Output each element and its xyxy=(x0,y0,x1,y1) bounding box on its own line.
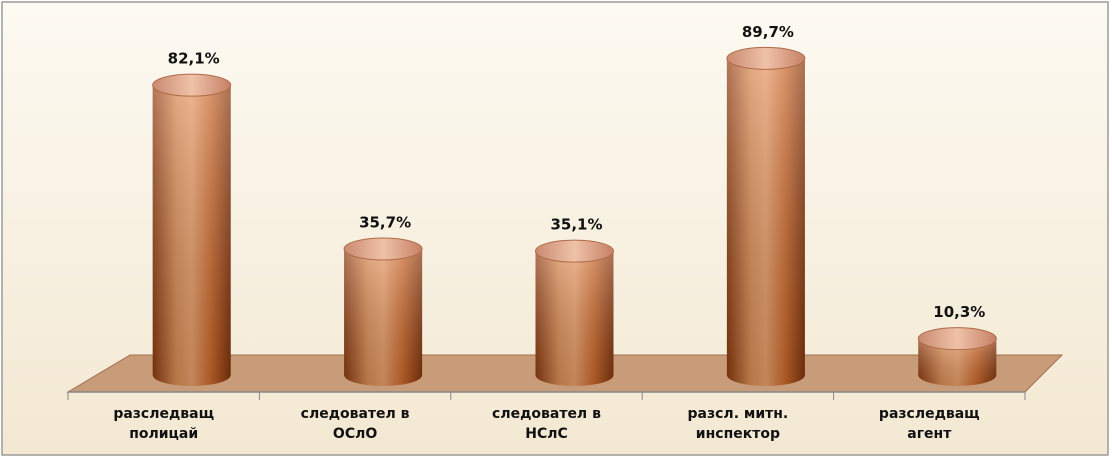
cylinder-shade xyxy=(918,338,997,387)
x-tick-label: разсл. митн. xyxy=(688,406,789,422)
cylinder-top xyxy=(152,73,232,97)
x-tick-label: полицай xyxy=(129,426,198,442)
cylinder-shade xyxy=(152,85,231,387)
cylinder-top xyxy=(917,327,997,351)
cylinder-top xyxy=(343,237,423,261)
x-tick-label: ОСлО xyxy=(333,426,377,442)
cylinder-shade xyxy=(344,248,423,387)
cylinder-shade xyxy=(535,251,614,387)
x-tick-label: следовател в xyxy=(301,406,410,422)
x-tick-label: разследващ xyxy=(113,406,214,422)
value-label: 10,3% xyxy=(933,303,985,321)
x-tick-label: разследващ xyxy=(879,406,980,422)
x-tick-label: инспектор xyxy=(696,426,780,442)
x-tick-label: агент xyxy=(907,426,952,442)
value-label: 82,1% xyxy=(168,50,220,68)
x-tick-label: следовател в xyxy=(492,406,601,422)
value-label: 35,1% xyxy=(550,216,602,234)
value-label: 35,7% xyxy=(359,213,411,231)
cylinder-top xyxy=(726,46,806,70)
cylinder-shade xyxy=(726,58,805,387)
cylinder-top xyxy=(535,239,614,263)
x-tick-label: НСлС xyxy=(525,426,568,442)
value-label: 89,7% xyxy=(742,23,794,41)
